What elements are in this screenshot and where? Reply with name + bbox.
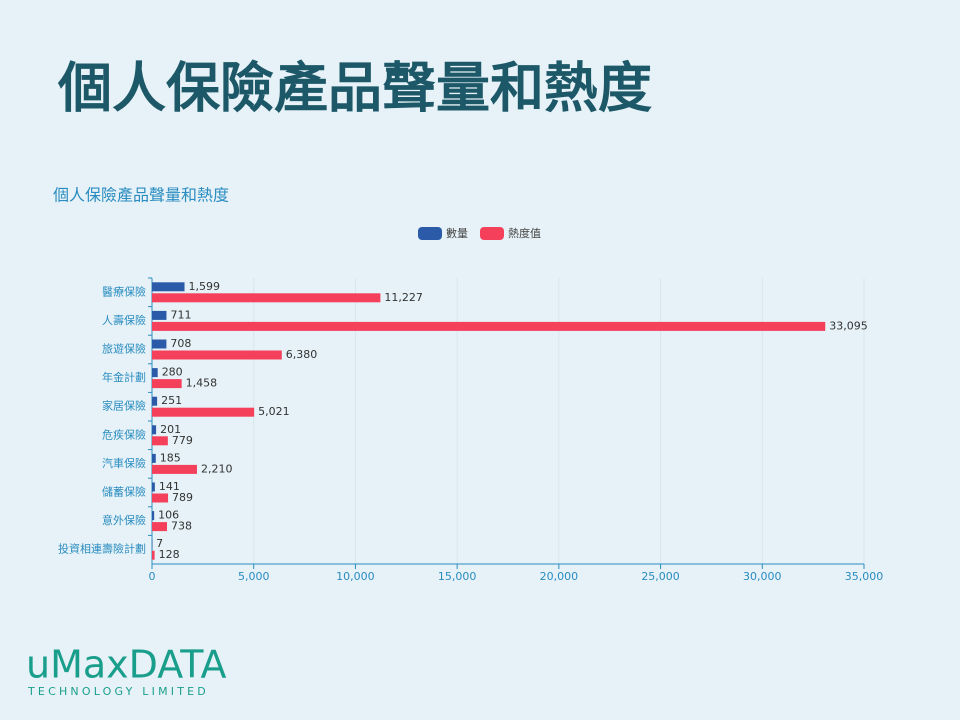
value-label: 7 (156, 537, 163, 550)
value-label: 280 (162, 366, 183, 379)
value-label: 2,210 (201, 462, 233, 475)
value-label: 33,095 (829, 319, 868, 332)
bar (152, 396, 158, 406)
y-tick-label: 年金計劃 (102, 370, 146, 384)
value-label: 1,458 (186, 377, 218, 390)
bar (152, 493, 169, 503)
bar (152, 511, 155, 521)
bar (152, 550, 155, 560)
bar (152, 482, 155, 492)
value-label: 789 (172, 491, 193, 504)
x-tick-label: 0 (149, 570, 156, 583)
value-label: 11,227 (384, 291, 423, 304)
bar (152, 350, 282, 360)
value-label: 779 (172, 434, 193, 447)
slide-title: 個人保險產品聲量和熱度 (57, 57, 652, 120)
bar (152, 407, 255, 417)
value-label: 251 (161, 394, 182, 407)
legend-swatch (480, 227, 504, 240)
x-tick-label: 35,000 (845, 570, 884, 583)
x-tick-label: 10,000 (336, 570, 375, 583)
legend-label: 熱度值 (508, 226, 541, 240)
value-label: 201 (160, 423, 181, 436)
y-tick-label: 家居保險 (102, 399, 146, 413)
legend-label: 數量 (446, 227, 468, 240)
value-label: 738 (171, 520, 192, 533)
value-label: 106 (158, 509, 179, 522)
bar (152, 464, 197, 474)
bar (152, 339, 167, 349)
value-label: 128 (159, 548, 180, 561)
y-tick-label: 儲蓄保險 (102, 485, 146, 499)
y-tick-label: 人壽保險 (102, 313, 146, 327)
y-tick-label: 旅遊保險 (102, 342, 146, 356)
bar (152, 282, 185, 292)
bar (152, 310, 167, 320)
bar (152, 321, 826, 331)
value-label: 711 (170, 308, 191, 321)
x-tick-label: 5,000 (238, 570, 270, 583)
x-tick-label: 20,000 (540, 570, 579, 583)
x-tick-label: 30,000 (743, 570, 782, 583)
y-tick-label: 意外保險 (102, 513, 146, 527)
y-tick-label: 投資相連壽險計劃 (58, 542, 146, 556)
y-tick-label: 危疾保險 (102, 427, 146, 441)
value-label: 185 (160, 451, 181, 464)
bar (152, 453, 156, 463)
bar (152, 293, 381, 303)
value-label: 1,599 (189, 280, 221, 293)
bar (152, 436, 168, 446)
x-tick-label: 25,000 (641, 570, 680, 583)
value-label: 5,021 (258, 405, 290, 418)
value-label: 708 (170, 337, 191, 350)
bar (152, 539, 153, 549)
bar (152, 368, 158, 378)
logo-name: uMaxDATA (26, 643, 227, 687)
y-tick-label: 汽車保險 (102, 456, 146, 470)
chart-title: 個人保險產品聲量和熱度 (53, 186, 229, 205)
bar (152, 379, 182, 389)
bar (152, 425, 157, 435)
value-label: 141 (159, 480, 180, 493)
legend-swatch (418, 227, 442, 240)
x-tick-label: 15,000 (438, 570, 477, 583)
value-label: 6,380 (286, 348, 318, 361)
logo-tagline: TECHNOLOGY LIMITED (27, 685, 209, 698)
bar (152, 522, 168, 532)
y-tick-label: 醫療保險 (102, 284, 146, 298)
